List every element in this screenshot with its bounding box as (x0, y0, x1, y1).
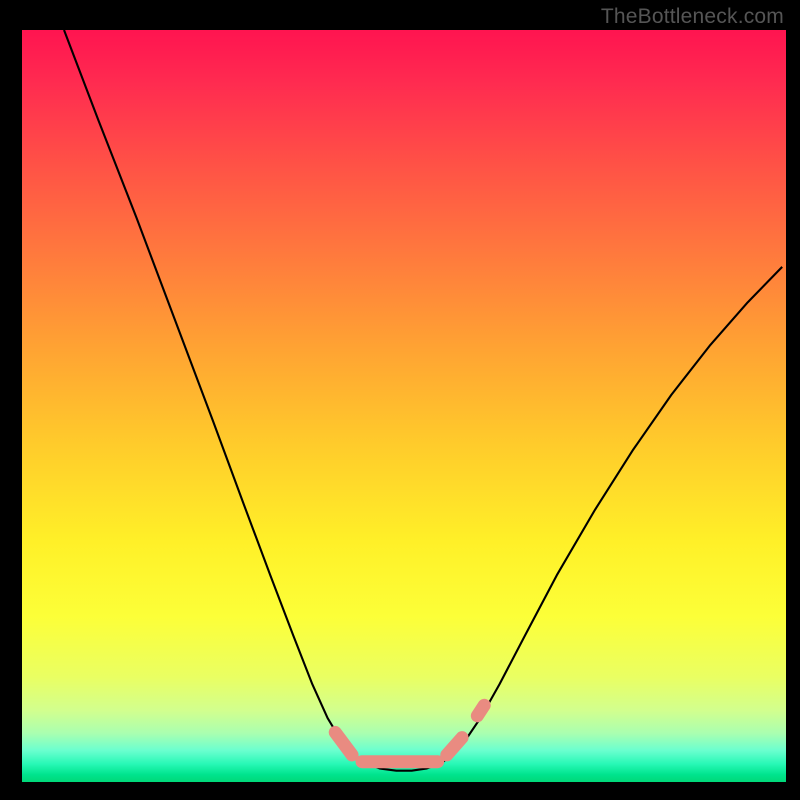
watermark-text: TheBottleneck.com (601, 5, 784, 29)
trough-marker-segment-3 (477, 705, 484, 716)
trough-marker-segment-2 (447, 738, 462, 755)
trough-marker-segment-0 (335, 732, 352, 755)
curve-layer (22, 30, 786, 782)
chart-frame: TheBottleneck.com (0, 0, 800, 800)
plot-area (22, 30, 786, 782)
bottleneck-curve (64, 30, 782, 771)
